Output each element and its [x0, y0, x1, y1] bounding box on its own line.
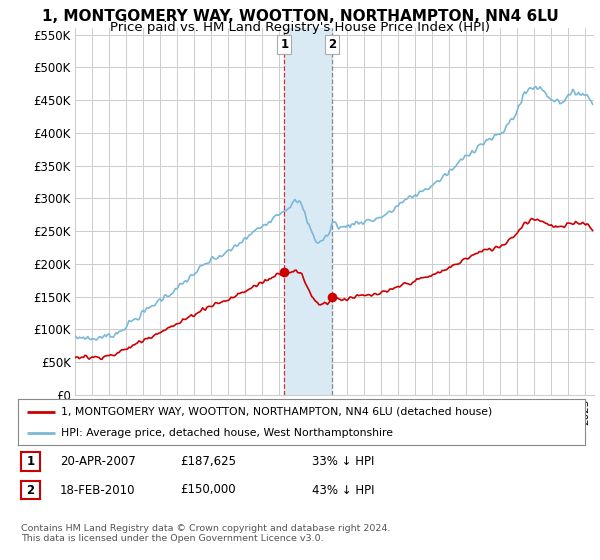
Text: 2: 2: [328, 38, 337, 51]
Bar: [284, 28, 332, 395]
Text: 43% ↓ HPI: 43% ↓ HPI: [312, 483, 374, 497]
Text: 1: 1: [280, 38, 289, 51]
Text: 1: 1: [26, 455, 35, 468]
Text: £187,625: £187,625: [180, 455, 236, 468]
Text: 1, MONTGOMERY WAY, WOOTTON, NORTHAMPTON, NN4 6LU: 1, MONTGOMERY WAY, WOOTTON, NORTHAMPTON,…: [41, 9, 559, 24]
Text: HPI: Average price, detached house, West Northamptonshire: HPI: Average price, detached house, West…: [61, 428, 392, 438]
Text: 18-FEB-2010: 18-FEB-2010: [60, 483, 136, 497]
Text: 33% ↓ HPI: 33% ↓ HPI: [312, 455, 374, 468]
Text: Price paid vs. HM Land Registry's House Price Index (HPI): Price paid vs. HM Land Registry's House …: [110, 21, 490, 34]
Text: 1, MONTGOMERY WAY, WOOTTON, NORTHAMPTON, NN4 6LU (detached house): 1, MONTGOMERY WAY, WOOTTON, NORTHAMPTON,…: [61, 407, 492, 417]
Text: 20-APR-2007: 20-APR-2007: [60, 455, 136, 468]
Text: 2: 2: [26, 483, 35, 497]
Text: £150,000: £150,000: [180, 483, 236, 497]
Text: Contains HM Land Registry data © Crown copyright and database right 2024.
This d: Contains HM Land Registry data © Crown c…: [21, 524, 391, 543]
